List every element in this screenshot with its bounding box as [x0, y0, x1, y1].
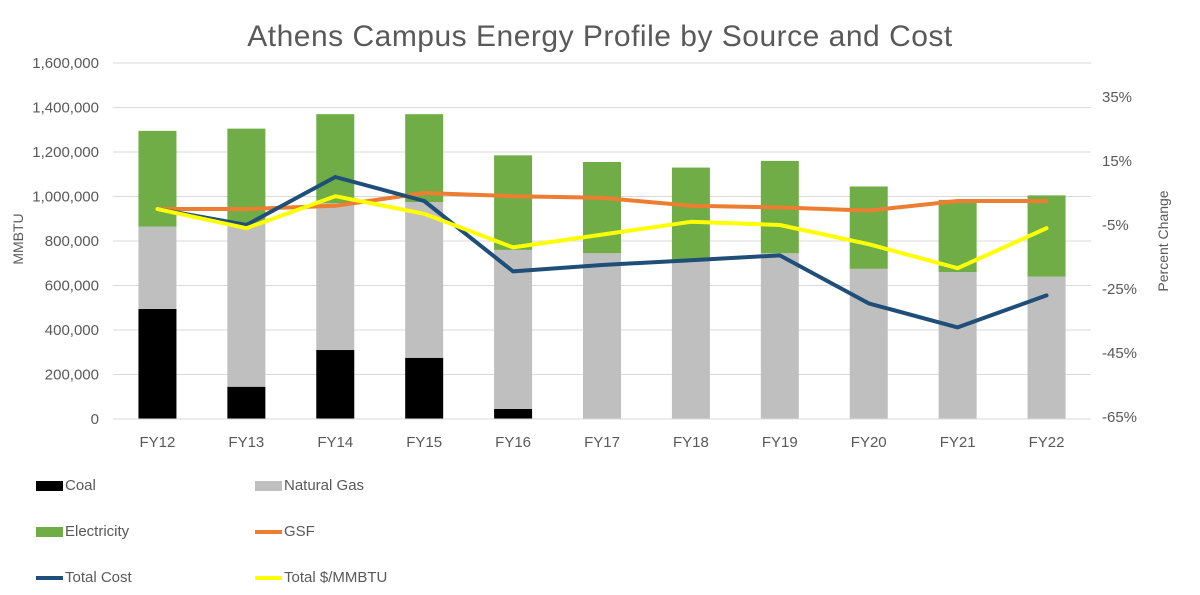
- line-series-total-cost: [155, 175, 1049, 330]
- bar-segment-coal-fy13: [227, 386, 266, 419]
- bar-segment-natural-gas-fy21: [938, 272, 977, 419]
- left-tick: 800,000: [45, 233, 99, 250]
- x-tick: FY22: [1029, 434, 1065, 451]
- bar-segment-natural-gas-fy14: [316, 203, 355, 351]
- left-tick: 1,200,000: [32, 144, 99, 161]
- left-tick: 1,400,000: [32, 100, 99, 117]
- bar-segment-natural-gas-fy20: [849, 268, 888, 419]
- bar-segment-natural-gas-fy15: [405, 202, 444, 358]
- x-tick: FY15: [406, 434, 442, 451]
- x-tick: FY18: [673, 434, 709, 451]
- bar-segment-electricity-fy21: [938, 199, 977, 273]
- legend-label: Coal: [65, 477, 96, 494]
- bar-series-coal: [138, 308, 533, 419]
- legend-item-natural-gas: Natural Gas: [255, 477, 364, 494]
- x-tick: FY20: [851, 434, 887, 451]
- bar-segment-natural-gas-fy12: [138, 226, 177, 309]
- bar-segment-electricity-fy16: [494, 155, 533, 250]
- bar-series-natural-gas: [138, 202, 1066, 419]
- bar-segment-natural-gas-fy19: [760, 253, 799, 419]
- bar-segment-electricity-fy15: [405, 114, 444, 203]
- legend-swatch-total-mmbtu: [255, 575, 282, 580]
- bar-segment-natural-gas-fy17: [583, 253, 621, 419]
- right-tick: 15%: [1102, 153, 1132, 170]
- bar-segment-natural-gas-fy18: [671, 259, 710, 419]
- bar-segment-electricity-fy20: [849, 186, 888, 269]
- bar-segment-natural-gas-fy16: [494, 249, 533, 409]
- legend-label: Electricity: [65, 523, 130, 540]
- legend-item-total-mmbtu: Total $/MMBTU: [255, 569, 387, 586]
- bar-segment-coal-fy15: [405, 357, 444, 419]
- left-tick: 600,000: [45, 278, 99, 295]
- bar-segment-coal-fy12: [138, 308, 177, 419]
- bar-segment-electricity-fy18: [671, 167, 710, 260]
- right-tick: -25%: [1102, 281, 1137, 298]
- x-tick: FY14: [317, 434, 353, 451]
- plot-area: 0 200,000 400,000 600,000 800,000 1,000,000 1,…: [32, 55, 1137, 451]
- legend-swatch-electricity: [36, 526, 63, 537]
- legend-swatch-total-cost: [36, 575, 63, 580]
- left-tick: 200,000: [45, 367, 99, 384]
- bar-segment-natural-gas-fy22: [1027, 276, 1066, 419]
- legend-item-gsf: GSF: [255, 523, 315, 540]
- x-tick: FY21: [940, 434, 976, 451]
- legend-label: Total $/MMBTU: [284, 569, 388, 586]
- right-tick: -65%: [1102, 409, 1137, 426]
- legend-item-electricity: Electricity: [36, 523, 129, 540]
- chart-title: Athens Campus Energy Profile by Source a…: [247, 20, 953, 53]
- left-tick: 400,000: [45, 322, 99, 339]
- left-tick: 1,000,000: [32, 189, 99, 206]
- right-tick: 35%: [1102, 89, 1132, 106]
- legend-swatch-gsf: [255, 529, 282, 534]
- x-tick: FY13: [228, 434, 264, 451]
- legend-label: Total Cost: [65, 569, 132, 586]
- bar-series-electricity: [138, 114, 1066, 277]
- legend-item-coal: Coal: [36, 477, 96, 494]
- x-tick: FY19: [762, 434, 798, 451]
- bar-segment-electricity-fy17: [583, 162, 621, 254]
- x-tick: FY12: [140, 434, 176, 451]
- legend-item-total-cost: Total Cost: [36, 569, 132, 586]
- right-axis-tick-labels: 35% 15% -5% -25% -45% -65%: [1102, 89, 1137, 426]
- x-tick: FY17: [584, 434, 620, 451]
- left-axis-tick-labels: 0 200,000 400,000 600,000 800,000 1,000,000 1,…: [32, 55, 99, 428]
- legend-swatch-natural-gas: [255, 480, 282, 491]
- legend-swatch-coal: [36, 480, 63, 491]
- x-tick: FY16: [495, 434, 531, 451]
- line-series-total-mmbtu: [155, 194, 1049, 271]
- left-tick: 0: [91, 411, 99, 428]
- right-tick: -5%: [1102, 217, 1129, 234]
- x-axis-tick-labels: FY12 FY13 FY14 FY15 FY16 FY17 FY18 FY19 FY20 FY21…: [140, 434, 1065, 451]
- bar-segment-coal-fy16: [494, 408, 533, 419]
- legend-label: GSF: [284, 523, 315, 540]
- bar-segment-coal-fy14: [316, 350, 355, 419]
- right-tick: -45%: [1102, 345, 1137, 362]
- bar-segment-natural-gas-fy13: [227, 223, 266, 387]
- bar-segment-electricity-fy14: [316, 114, 355, 204]
- legend-label: Natural Gas: [284, 477, 365, 494]
- left-tick: 1,600,000: [32, 55, 99, 72]
